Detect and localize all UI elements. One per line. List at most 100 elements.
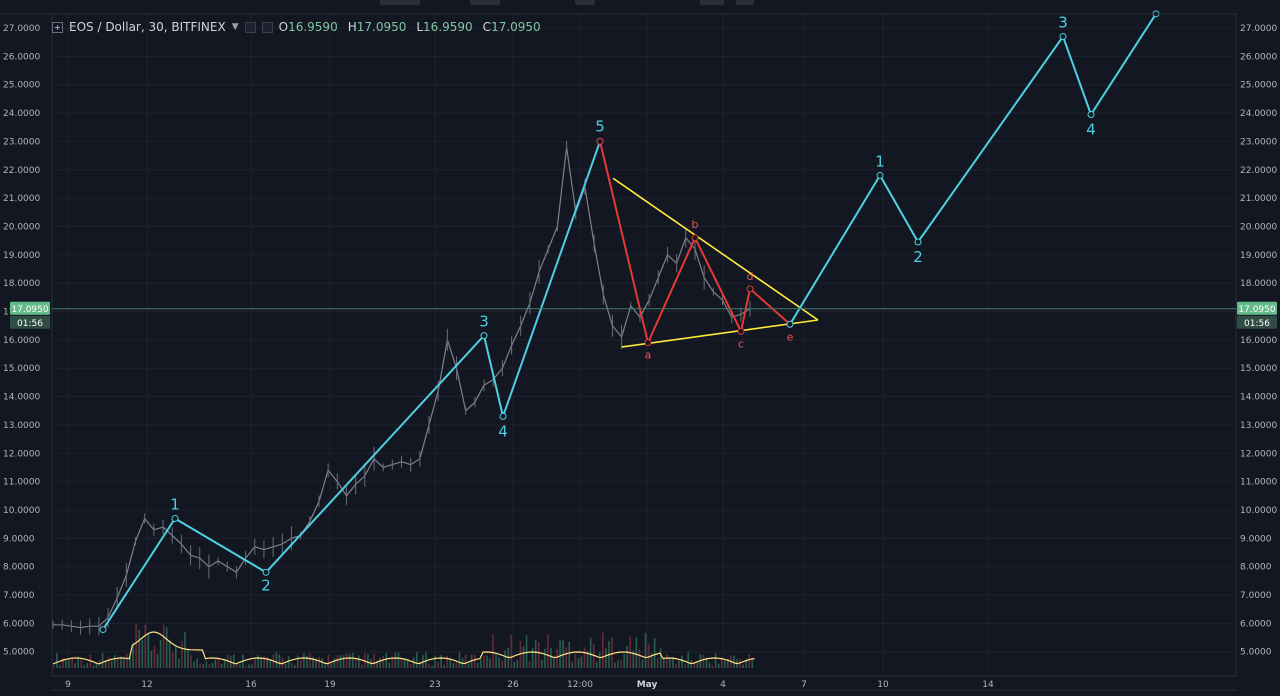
toolbar-tab[interactable] [380,0,420,5]
correction-wave-pivot[interactable] [737,327,745,335]
symbol-title[interactable]: EOS / Dollar, 30, BITFINEX [69,20,226,34]
chevron-down-icon[interactable]: ▼ [231,22,239,32]
volume-bar [95,663,98,668]
volume-bar [745,658,747,668]
hide-icon[interactable] [261,21,273,33]
volume-bar [650,653,653,668]
impulse-wave-label: 1 [170,495,180,513]
volume-bar [684,664,686,668]
toolbar-tab[interactable] [736,0,754,5]
current-price-badge-left [10,301,50,315]
projection-wave-pivot[interactable] [914,238,922,246]
correction-wave-pivot[interactable] [596,137,604,145]
time-tick-label: 14 [982,680,994,690]
projection-wave-label: 2 [913,248,923,266]
volume-bar [336,655,339,668]
impulse-wave-label: 4 [498,422,508,440]
volume-bar [446,655,449,668]
volume-bar [312,657,314,668]
correction-wave-label: c [738,337,744,350]
volume-bar [56,653,58,668]
volume-bar [171,652,174,668]
volume-bar [104,659,107,668]
impulse-wave-pivot[interactable] [99,626,107,634]
volume-bar [510,634,513,668]
volume-bar [181,640,183,668]
volume-bar [415,652,418,668]
correction-wave-pivot[interactable] [746,285,754,293]
time-tick-label: 12:00 [567,680,593,690]
volume-bar [492,634,494,668]
projection-wave-pivot[interactable] [1087,110,1095,118]
volume-bar [190,654,192,668]
price-tick-label-left: 11.0000 [3,478,40,488]
volume-bar [379,657,381,668]
volume-bar [507,647,510,668]
price-tick-label-left: 8.0000 [3,563,35,573]
time-tick-label: 16 [245,680,257,690]
volume-bar [452,663,455,668]
triangle-upper-line[interactable] [612,177,819,321]
ohlc-low: L16.9590 [416,20,473,34]
volume-bar [153,645,156,668]
projection-wave-pivot[interactable] [876,171,884,179]
impulse-wave-pivot[interactable] [499,412,507,420]
volume-bar [400,658,403,668]
volume-bar [666,654,668,668]
volume-bar [733,655,735,668]
chart-header: EOS / Dollar, 30, BITFINEX ▼ O16.9590 H1… [52,18,545,36]
price-tick-label-right: 22.0000 [1240,166,1277,176]
volume-bar [501,660,503,668]
volume-bar [440,654,442,668]
settings-icon[interactable] [244,21,256,33]
price-tick-label-right: 20.0000 [1240,222,1277,232]
volume-bar [135,624,137,668]
projection-wave-pivot[interactable] [1059,33,1067,41]
time-tick-label: May [637,680,658,690]
price-tick-label-left: 7.0000 [3,591,35,601]
projection-wave-pivot[interactable] [786,320,794,328]
correction-wave-label: a [645,349,652,362]
toolbar-tab[interactable] [575,0,595,5]
impulse-wave[interactable] [102,141,601,631]
time-tick-label: 10 [877,680,889,690]
price-candles [52,141,751,636]
impulse-wave-pivot[interactable] [262,568,270,576]
volume-bar [92,665,95,668]
volume-bar [577,658,580,668]
correction-wave-pivot[interactable] [644,339,652,347]
volume-bar [309,653,311,668]
volume-bar [586,651,589,668]
impulse-wave-pivot[interactable] [480,332,488,340]
triangle-lower-line[interactable] [621,319,819,348]
volume-bar [537,642,540,668]
volume-bar [245,665,247,668]
expand-icon[interactable] [52,21,63,33]
countdown-badge-right [1237,315,1277,329]
volume-bar [498,657,500,668]
volume-bar [348,653,351,668]
volume-bar [602,632,604,668]
toolbar-tab[interactable] [700,0,724,5]
ohlc-open: O16.9590 [278,20,338,34]
impulse-wave-pivot[interactable] [171,514,179,522]
price-tick-label-right: 24.0000 [1240,109,1277,119]
price-tick-label-right: 12.0000 [1240,449,1277,459]
price-tick-label-left: 19.0000 [3,251,40,261]
volume-bar [147,634,150,668]
volume-bar [711,665,714,668]
volume-bar [114,655,116,668]
price-tick-label-right: 9.0000 [1240,534,1272,544]
volume-bar [315,658,317,668]
volume-bar [236,663,238,668]
volume-bar [611,637,613,668]
correction-wave-pivot[interactable] [691,234,699,242]
volume-bar [165,626,168,668]
toolbar-tab[interactable] [470,0,500,5]
volume-bar [464,654,467,668]
volume-bar [354,658,357,668]
price-tick-label-right: 15.0000 [1240,364,1277,374]
price-tick-label-right: 14.0000 [1240,393,1277,403]
projection-wave[interactable] [789,13,1157,325]
